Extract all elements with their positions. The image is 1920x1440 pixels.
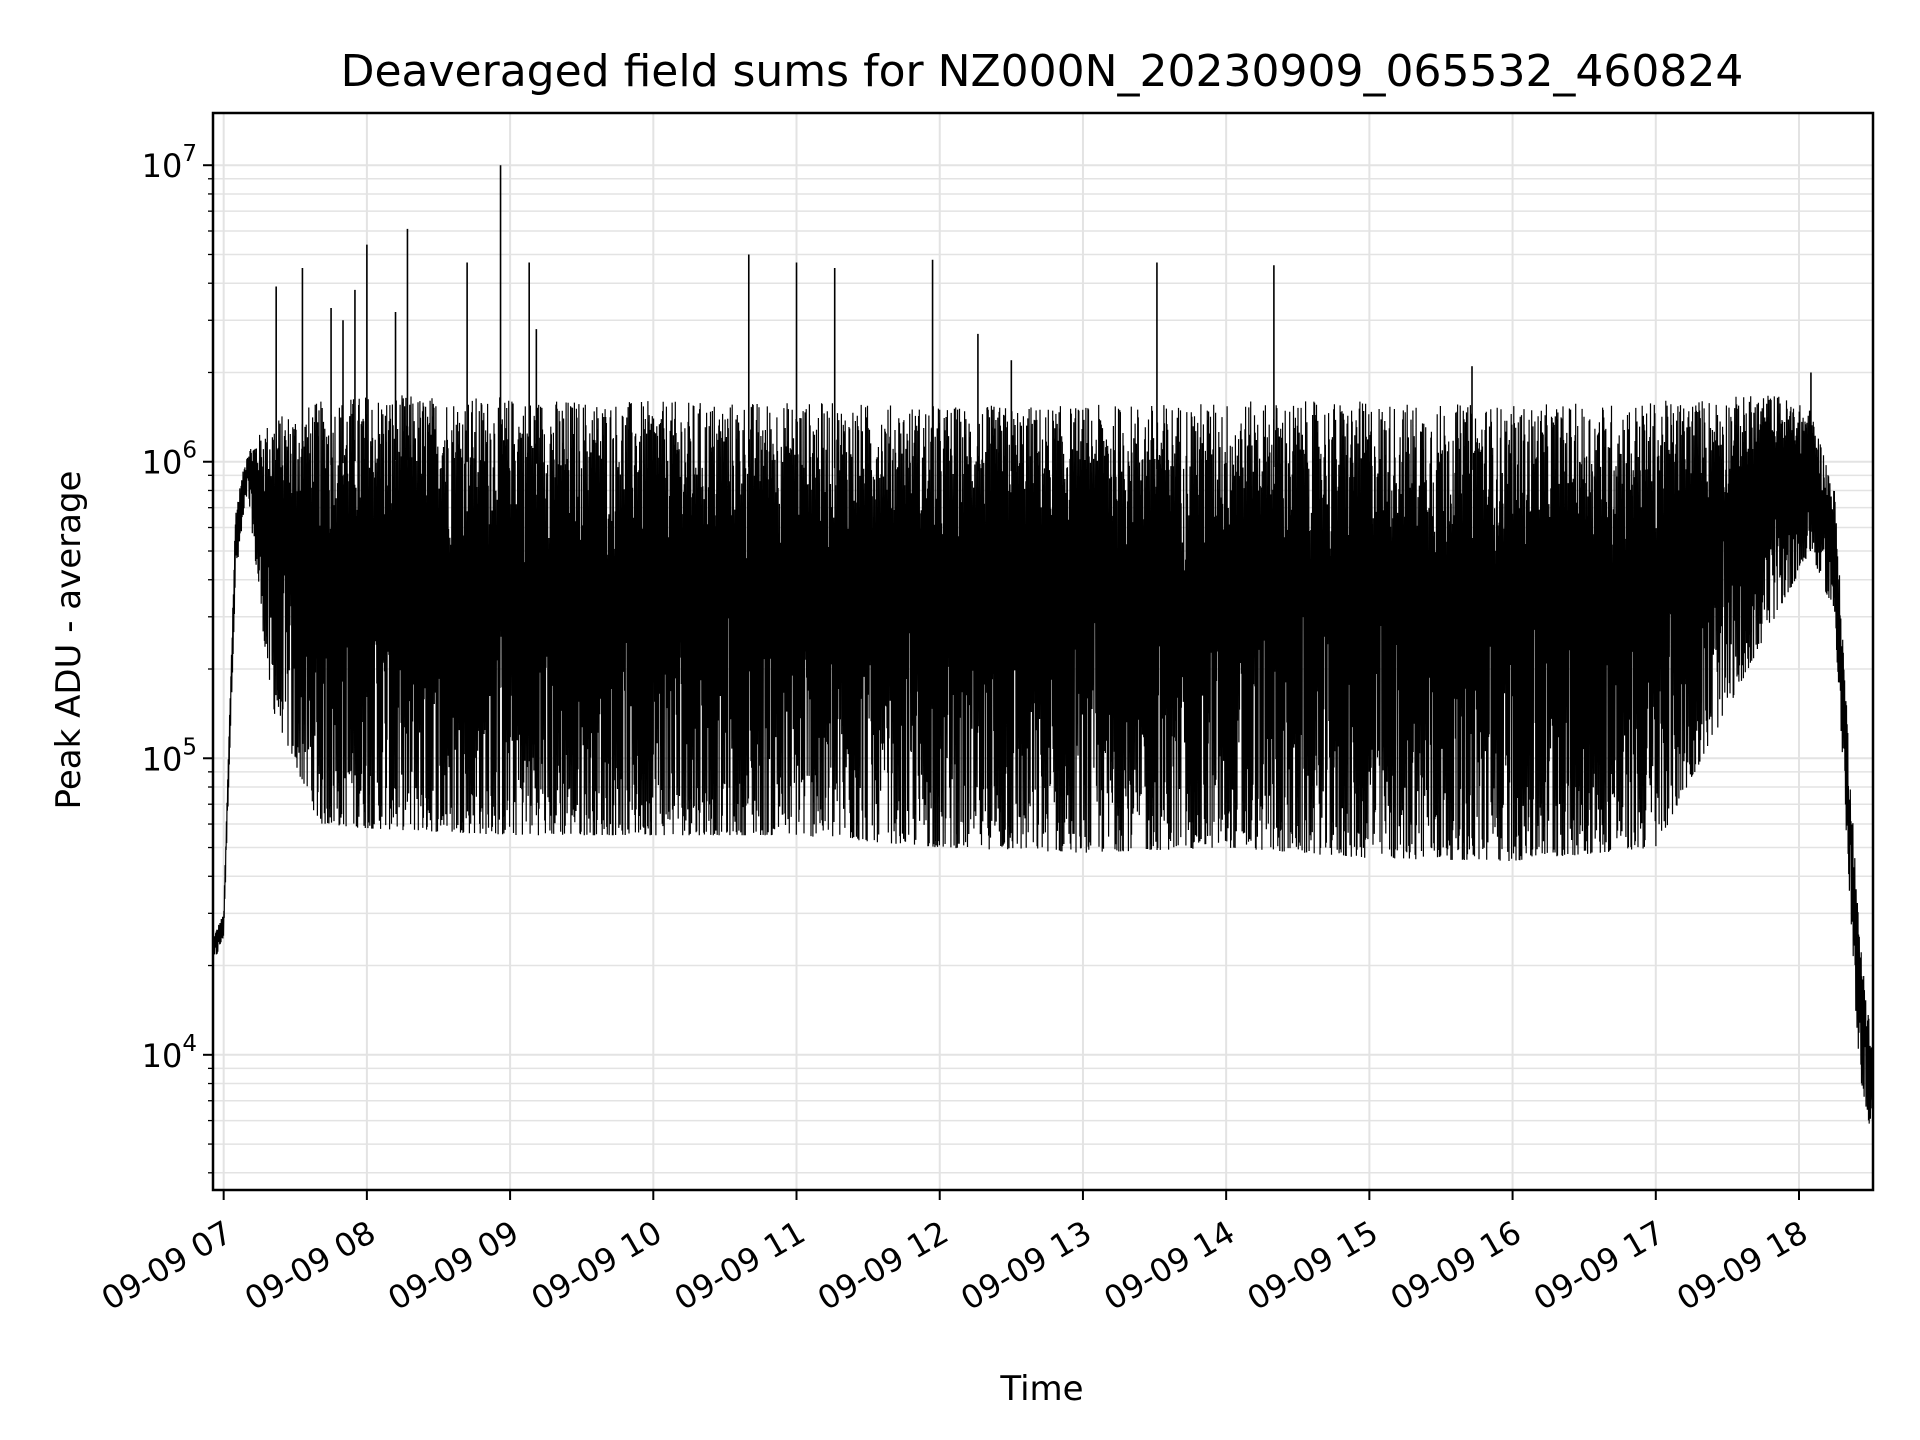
y-tick-label: 104 [142, 1031, 197, 1075]
plot-area [212, 165, 1874, 1142]
x-axis-label: Time [999, 1369, 1083, 1409]
chart-title: Deaveraged field sums for NZ000N_2023090… [341, 46, 1744, 97]
series-line [212, 395, 1874, 1142]
y-tick-label: 105 [142, 734, 197, 778]
axes-frame [211, 111, 1875, 1192]
y-tick-label: 106 [142, 438, 197, 482]
y-tick-label: 107 [142, 141, 197, 185]
y-axis: 104 105 106 107 [142, 141, 213, 1174]
y-axis-label: Peak ADU - average [49, 471, 89, 810]
